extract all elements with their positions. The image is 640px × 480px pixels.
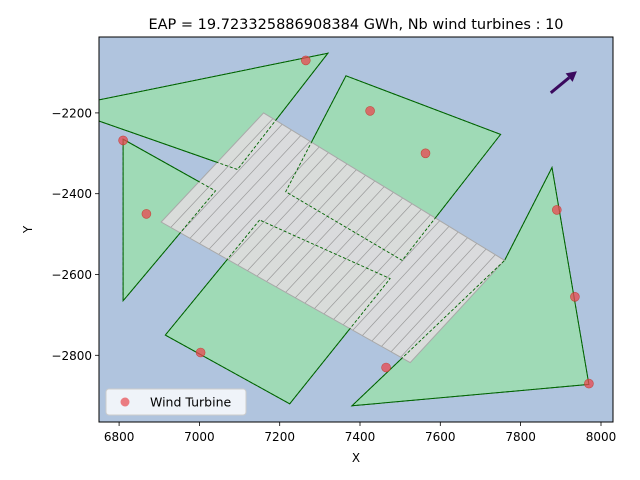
buildable-zone-outline-5 [350, 166, 590, 407]
x-tick-label: 7200 [264, 430, 295, 444]
legend-box [105, 388, 247, 416]
exclusion-hatch-line [170, 118, 274, 228]
exclusion-hatch-line [275, 180, 376, 288]
plot-frame [98, 36, 614, 423]
exclusion-hatch-line [400, 254, 496, 358]
exclusion-hatch-line [314, 203, 413, 309]
buildable-zone-outline-3 [285, 75, 502, 261]
turbine-marker [570, 291, 580, 302]
legend-label: Wind Turbine [150, 395, 232, 410]
exclusion-hatch-line [208, 141, 311, 250]
chart-title: EAP = 19.723325886908384 GWh, Nb wind tu… [148, 17, 563, 33]
x-tick-label: 7600 [425, 430, 456, 444]
x-tick-label: 7400 [345, 430, 376, 444]
y-tick-label: −2200 [51, 106, 92, 120]
exclusion-hatch-line [342, 220, 440, 326]
exclusion-hatch-line [371, 237, 468, 342]
buildable-zone-outline-4 [164, 219, 391, 405]
exclusion-zone-group [99, 52, 590, 407]
x-tick-label: 7000 [184, 430, 215, 444]
x-tick-label: 8000 [586, 430, 617, 444]
buildable-zone-outline-2 [122, 138, 217, 303]
exclusion-hatch-line [218, 146, 320, 255]
exclusion-hatch-line [285, 186, 385, 293]
exclusion-hatch-line [323, 209, 422, 315]
y-tick-label: −2800 [51, 349, 92, 363]
x-axis-label: X [352, 451, 360, 465]
exclusion-hatch-line [362, 231, 459, 336]
turbine-markers [118, 55, 594, 389]
x-tick-label: 6800 [104, 430, 135, 444]
y-axis-ticks: −2200 −2400 −2600 −2800 [51, 106, 99, 363]
wind-direction-arrow [549, 71, 577, 94]
turbine-marker [118, 135, 128, 146]
plot-area [99, 52, 594, 407]
y-axis-label: Y [21, 225, 35, 234]
exclusion-hatch-line [228, 152, 329, 261]
exclusion-hatch-line [304, 197, 403, 304]
turbine-marker [365, 106, 375, 116]
exclusion-hatch-line [180, 124, 283, 234]
exclusion-hatch-line [390, 248, 487, 353]
turbine-marker [300, 55, 311, 66]
turbine-marker [584, 378, 594, 389]
exclusion-zone-edge [160, 112, 506, 364]
wind-arrow-shaft [549, 76, 571, 94]
exclusion-hatch-line [381, 243, 478, 347]
exclusion-hatch-line [266, 175, 366, 282]
exclusion-hatch-line [352, 226, 450, 331]
y-tick-label: −2400 [51, 187, 92, 201]
exclusion-zone [161, 112, 505, 363]
turbine-marker [381, 362, 391, 373]
turbine-marker [420, 148, 431, 159]
exclusion-hatch-line [189, 129, 292, 239]
legend-marker [120, 397, 130, 407]
wind-arrow-head [565, 71, 577, 82]
exclusion-hatch-line [295, 192, 394, 298]
x-axis-ticks: 6800 7000 7200 7400 7600 7800 8000 [104, 422, 616, 444]
exclusion-hatch-line [256, 169, 357, 277]
y-tick-label: −2600 [51, 268, 92, 282]
exclusion-hatch-line [237, 158, 339, 266]
exclusion-hatch-line [247, 163, 348, 271]
turbine-marker [551, 205, 562, 215]
buildable-zone-outline-1 [99, 52, 330, 171]
turbine-marker [141, 209, 152, 219]
exclusion-hatch-line [199, 135, 301, 244]
turbine-marker [195, 347, 206, 358]
exclusion-hatch-line [333, 214, 431, 320]
x-tick-label: 7800 [505, 430, 536, 444]
legend: Wind Turbine [105, 388, 247, 416]
